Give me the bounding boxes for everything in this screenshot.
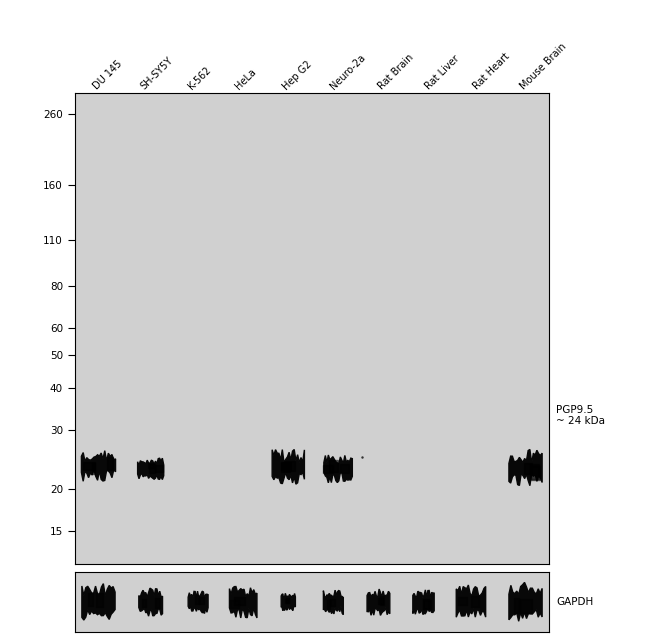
Polygon shape xyxy=(284,461,294,471)
Polygon shape xyxy=(521,599,532,612)
Polygon shape xyxy=(92,462,95,474)
Polygon shape xyxy=(471,596,479,607)
Polygon shape xyxy=(281,462,290,471)
Polygon shape xyxy=(234,597,245,605)
Text: Rat Brain: Rat Brain xyxy=(376,52,415,91)
Polygon shape xyxy=(195,596,199,604)
Polygon shape xyxy=(88,593,94,606)
Polygon shape xyxy=(107,457,113,469)
Polygon shape xyxy=(380,596,384,605)
Polygon shape xyxy=(340,464,348,473)
Polygon shape xyxy=(514,598,519,614)
Text: PGP9.5
~ 24 kDa: PGP9.5 ~ 24 kDa xyxy=(556,404,605,426)
Polygon shape xyxy=(285,598,289,603)
Polygon shape xyxy=(272,450,304,484)
Polygon shape xyxy=(155,466,163,471)
Text: SH-SY5Y: SH-SY5Y xyxy=(139,55,175,91)
Polygon shape xyxy=(231,600,239,608)
Polygon shape xyxy=(327,600,330,609)
Polygon shape xyxy=(531,466,540,480)
Polygon shape xyxy=(509,450,542,486)
Text: GAPDH: GAPDH xyxy=(556,597,593,607)
Polygon shape xyxy=(323,464,333,473)
Polygon shape xyxy=(81,451,116,481)
Polygon shape xyxy=(83,462,94,470)
Polygon shape xyxy=(329,460,338,472)
Polygon shape xyxy=(281,593,295,611)
Polygon shape xyxy=(324,590,343,614)
Polygon shape xyxy=(149,464,155,473)
Text: Neuro-2a: Neuro-2a xyxy=(329,53,368,91)
Polygon shape xyxy=(367,589,390,616)
Polygon shape xyxy=(82,583,115,620)
Polygon shape xyxy=(229,587,257,618)
Text: Hep G2: Hep G2 xyxy=(281,59,314,91)
Polygon shape xyxy=(139,588,162,616)
Polygon shape xyxy=(423,600,428,609)
Polygon shape xyxy=(155,598,160,609)
Polygon shape xyxy=(285,600,289,603)
Polygon shape xyxy=(148,464,155,468)
Polygon shape xyxy=(509,582,542,621)
Polygon shape xyxy=(413,590,434,614)
Polygon shape xyxy=(525,462,532,475)
Text: Rat Liver: Rat Liver xyxy=(424,53,462,91)
Text: Rat Heart: Rat Heart xyxy=(471,52,511,91)
Text: Mouse Brain: Mouse Brain xyxy=(519,42,568,91)
Polygon shape xyxy=(423,600,432,609)
Polygon shape xyxy=(138,458,164,480)
Polygon shape xyxy=(281,462,291,470)
Text: DU 145: DU 145 xyxy=(92,59,124,91)
Polygon shape xyxy=(142,599,146,607)
Polygon shape xyxy=(330,599,335,606)
Polygon shape xyxy=(456,585,486,617)
Polygon shape xyxy=(199,598,204,604)
Text: K-562: K-562 xyxy=(187,65,213,91)
Polygon shape xyxy=(530,464,539,478)
Polygon shape xyxy=(96,592,103,607)
Text: HeLa: HeLa xyxy=(234,67,259,91)
Polygon shape xyxy=(458,597,467,605)
Polygon shape xyxy=(378,598,383,604)
Polygon shape xyxy=(324,455,352,483)
Polygon shape xyxy=(188,591,208,613)
